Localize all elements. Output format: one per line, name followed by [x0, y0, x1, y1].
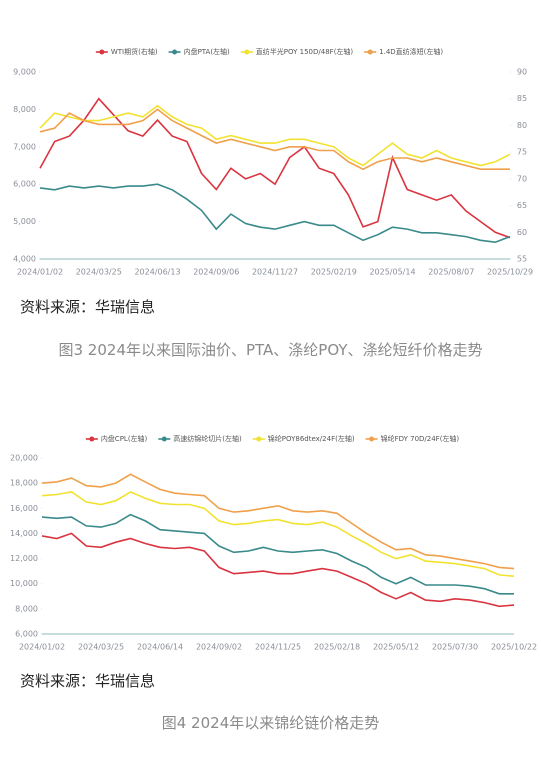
legend-label: 锦纶FDY 70D/24F(左轴): [381, 434, 460, 443]
y-tick-label: 20,000: [10, 454, 38, 463]
legend-label: WTI期货(右轴): [111, 47, 158, 56]
legend-item: 高速纺锦纶切片(左轴): [158, 434, 242, 443]
legend-label: 直纺半光POY 150D/48F(左轴): [256, 47, 354, 56]
y2-tick-label: 55: [517, 255, 527, 264]
legend-swatch: [89, 436, 95, 442]
legend-swatch: [172, 49, 178, 55]
legend-label: 内盘CPL(左轴): [101, 434, 148, 443]
y-tick-label: 4,000: [13, 255, 36, 264]
source: 资料来源：华瑞信息: [20, 298, 156, 316]
y2-tick-label: 80: [517, 121, 527, 130]
y2-tick-label: 75: [517, 148, 527, 157]
x-tick-label: 2025/02/18: [314, 643, 360, 652]
y-tick-label: 18,000: [10, 479, 38, 488]
series-line: [41, 491, 515, 577]
x-tick-label: 2025/08/07: [428, 268, 474, 277]
legend-item: 锦纶POY86dtex/24F(左轴): [252, 434, 355, 443]
legend-item: 1.4D直纺涤短(左轴): [364, 47, 443, 56]
y-tick-label: 8,000: [13, 105, 36, 114]
y-tick-label: 14,000: [10, 529, 38, 538]
legend-label: 内盘PTA(左轴): [184, 47, 230, 56]
x-tick-label: 2025/02/19: [311, 268, 357, 277]
legend-swatch: [256, 436, 262, 442]
legend-swatch: [99, 49, 105, 55]
series-line: [39, 108, 510, 171]
legend-item: 内盘PTA(左轴): [168, 47, 230, 56]
x-tick-label: 2025/05/14: [369, 268, 415, 277]
x-tick-label: 2025/10/22: [491, 643, 537, 652]
x-tick-label: 2025/05/12: [373, 643, 419, 652]
y-tick-label: 12,000: [10, 554, 38, 563]
legend-swatch: [369, 436, 375, 442]
x-tick-label: 2024/06/13: [134, 268, 180, 277]
y-tick-label: 6,000: [15, 630, 38, 639]
y-tick-label: 7,000: [13, 142, 36, 151]
caption: 图3 2024年以来国际油价、PTA、涤纶POY、涤纶短纤价格走势: [58, 341, 483, 359]
series-line: [41, 473, 515, 570]
legend-swatch: [161, 436, 167, 442]
y-tick-label: 6,000: [13, 180, 36, 189]
y2-tick-label: 85: [517, 94, 527, 103]
x-tick-label: 2024/09/02: [196, 643, 242, 652]
x-tick-label: 2024/06/14: [137, 643, 183, 652]
x-tick-label: 2024/11/25: [255, 643, 301, 652]
x-tick-label: 2024/03/25: [76, 268, 122, 277]
y-tick-label: 9,000: [13, 68, 36, 77]
series-line: [39, 97, 511, 239]
y2-tick-label: 90: [517, 68, 527, 77]
chart: 4,000 5,000 6,000 7,000 8,000 9,000 55 60 65 70 75…: [13, 47, 533, 277]
x-tick-label: 2025/07/30: [432, 643, 478, 652]
caption: 图4 2024年以来锦纶链价格走势: [161, 714, 380, 732]
y2-tick-label: 70: [517, 174, 527, 183]
legend-label: 高速纺锦纶切片(左轴): [173, 434, 242, 443]
legend-swatch: [244, 49, 250, 55]
legend-label: 1.4D直纺涤短(左轴): [379, 47, 443, 56]
y-tick-label: 5,000: [13, 217, 36, 226]
legend-item: 内盘CPL(左轴): [85, 434, 148, 443]
legend-item: 锦纶FDY 70D/24F(左轴): [365, 434, 460, 443]
y2-tick-label: 60: [517, 228, 527, 237]
legend-item: 直纺半光POY 150D/48F(左轴): [240, 47, 354, 56]
x-tick-label: 2024/01/02: [19, 643, 65, 652]
series-line: [41, 532, 515, 608]
x-tick-label: 2024/11/27: [252, 268, 298, 277]
series-line: [39, 183, 511, 244]
y-tick-label: 16,000: [10, 504, 38, 513]
legend-item: WTI期货(右轴): [95, 47, 158, 56]
y2-tick-label: 65: [517, 201, 527, 210]
y-tick-label: 10,000: [10, 579, 38, 588]
y-tick-label: 8,000: [15, 604, 38, 613]
chart: 6,000 8,000 10,000 12,000 14,000 16,000 18,000…: [10, 434, 537, 652]
x-tick-label: 2024/09/06: [193, 268, 239, 277]
source: 资料来源：华瑞信息: [20, 672, 156, 690]
x-tick-label: 2024/01/02: [17, 268, 63, 277]
legend-label: 锦纶POY86dtex/24F(左轴): [268, 434, 355, 443]
legend-swatch: [367, 49, 373, 55]
series-line: [41, 513, 514, 595]
series-line: [39, 104, 511, 167]
x-tick-label: 2024/03/25: [78, 643, 124, 652]
x-tick-label: 2025/10/29: [487, 268, 533, 277]
